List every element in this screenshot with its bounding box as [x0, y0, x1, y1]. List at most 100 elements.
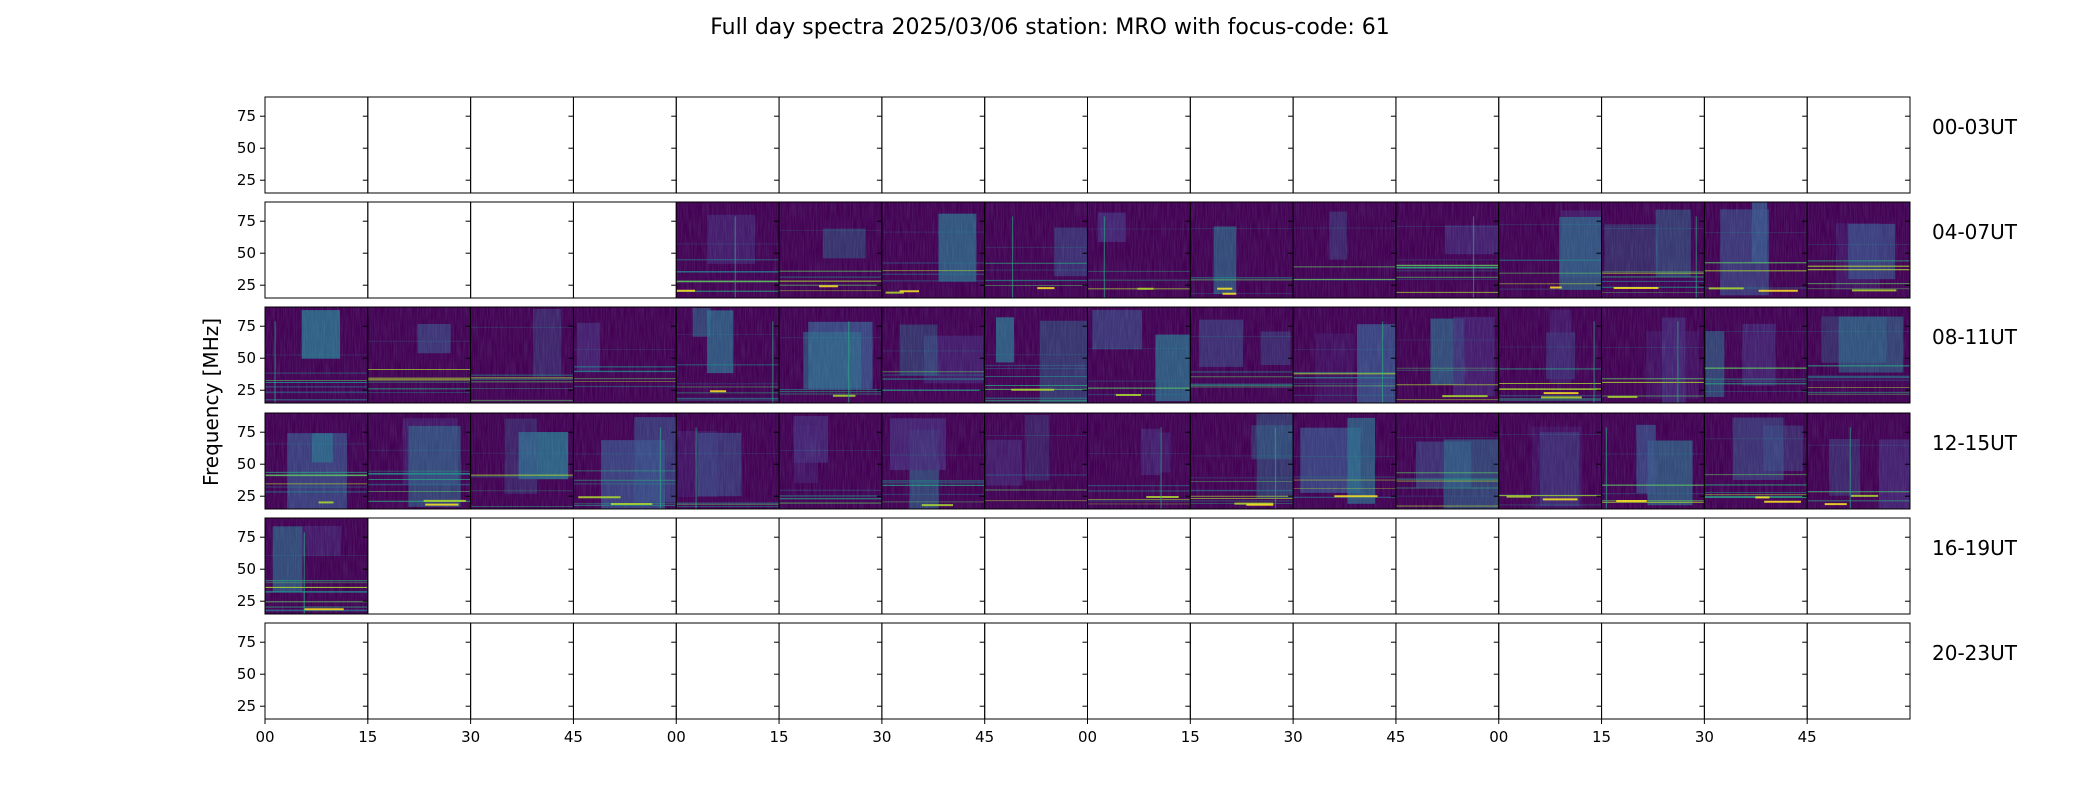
spectrum-panel: [1703, 201, 1808, 299]
spectrum-panel: [470, 96, 574, 194]
y-tick-label: 50: [237, 244, 256, 262]
spectrum-panel: [1703, 412, 1808, 510]
spectrum-panel: [1703, 517, 1808, 615]
spectrum-panel: [1189, 306, 1294, 404]
x-tick-label: 00: [667, 728, 686, 746]
spectrum-row-00-03UT: 25 50 75 00-03UT: [237, 96, 2018, 194]
spectrum-panel: [1498, 412, 1603, 510]
x-tick-label: 15: [1181, 728, 1200, 746]
spectrum-panel: [1292, 517, 1397, 615]
x-tick-label: 45: [1386, 728, 1405, 746]
spectrum-panel: [1395, 517, 1500, 615]
spectrum-panel: [1395, 412, 1500, 510]
y-axis-label: Frequency [MHz]: [199, 318, 223, 486]
spectrum-panel: [1087, 201, 1191, 299]
spectrum-panel: [778, 412, 883, 510]
spectrum-row-08-11UT: 25 50 75 08-11UT: [237, 306, 2018, 404]
spectrum-panel: [984, 412, 1088, 510]
spectrum-panel: [1601, 622, 1705, 720]
spectrum-panel: [264, 201, 369, 299]
spectrum-panel: [1292, 412, 1397, 510]
row-label: 12-15UT: [1932, 431, 2018, 455]
x-tick-label: 45: [1798, 728, 1817, 746]
spectrum-row-16-19UT: 25 50 75 16-19UT: [237, 517, 2018, 615]
spectrum-panel: [1601, 412, 1705, 510]
spectrum-panel: [572, 96, 677, 194]
spectrum-panel: [367, 622, 472, 720]
spectrum-panel: [264, 306, 369, 404]
spectrum-panel: [1703, 622, 1808, 720]
spectrum-panel: [675, 306, 780, 404]
spectrum-panel: [881, 201, 986, 299]
spectrum-panel: [1498, 622, 1603, 720]
spectrum-panel: [881, 517, 986, 615]
spectrum-panel: [1087, 96, 1191, 194]
x-tick-label: 45: [564, 728, 583, 746]
spectrum-panel: [778, 622, 883, 720]
spectrum-panel: [1806, 517, 1911, 615]
x-tick-label: 30: [872, 728, 891, 746]
spectrum-panel: [1703, 306, 1808, 404]
y-tick-label: 75: [237, 107, 256, 125]
spectrum-panel: [881, 622, 986, 720]
spectrum-panel: [572, 201, 677, 299]
row-label: 16-19UT: [1932, 536, 2018, 560]
spectrum-panel: [881, 306, 986, 404]
spectrum-panel: [984, 201, 1088, 299]
y-tick-label: 50: [237, 560, 256, 578]
spectrum-panel: [470, 306, 574, 404]
spectrum-panel: [675, 517, 780, 615]
row-label: 04-07UT: [1932, 220, 2018, 244]
spectrum-panel: [984, 96, 1088, 194]
spectrum-panel: [675, 96, 780, 194]
spectrum-panel: [1087, 517, 1191, 615]
spectrum-panel: [1703, 96, 1808, 194]
spectrum-panel: [470, 622, 574, 720]
spectrum-panel: [1087, 622, 1191, 720]
spectrum-panel: [881, 412, 986, 510]
spectrum-panel: [1498, 517, 1603, 615]
spectrum-panel: [367, 306, 472, 404]
spectrum-panel: [1292, 622, 1397, 720]
spectrum-panel: [264, 96, 369, 194]
y-tick-label: 25: [237, 171, 256, 189]
y-tick-label: 75: [237, 633, 256, 651]
spectrum-panel: [1189, 201, 1294, 299]
x-tick-label: 15: [1592, 728, 1611, 746]
spectrum-panel: [1395, 306, 1500, 404]
x-tick-label: 15: [358, 728, 377, 746]
spectrum-panel: [470, 412, 574, 510]
spectrum-panel: [1601, 201, 1705, 299]
row-label: 00-03UT: [1932, 115, 2018, 139]
spectrum-panel: [1292, 306, 1397, 404]
spectrum-panel: [778, 201, 883, 299]
y-tick-label: 50: [237, 665, 256, 683]
x-tick-label: 30: [461, 728, 480, 746]
spectrum-panel: [264, 517, 369, 615]
y-tick-label: 75: [237, 212, 256, 230]
y-tick-label: 75: [237, 423, 256, 441]
x-tick-label: 00: [1489, 728, 1508, 746]
spectrum-panel: [1395, 201, 1500, 299]
row-label: 20-23UT: [1932, 641, 2018, 665]
spectrum-panel: [1189, 412, 1294, 510]
spectrum-panel: [470, 201, 574, 299]
spectrum-panel: [367, 412, 472, 510]
spectrum-panel: [778, 96, 883, 194]
chart-title: Full day spectra 2025/03/06 station: MRO…: [710, 15, 1390, 40]
spectrum-panel: [367, 96, 472, 194]
spectrum-panel: [264, 412, 369, 510]
spectrum-panel: [778, 517, 883, 615]
spectrum-panel: [1601, 517, 1705, 615]
y-tick-label: 25: [237, 381, 256, 399]
spectrum-panel: [572, 412, 677, 510]
spectrum-panel: [675, 201, 780, 299]
y-tick-label: 25: [237, 487, 256, 505]
spectrum-row-12-15UT: 25 50 75 12-15UT: [237, 412, 2018, 510]
spectrum-panel: [1806, 622, 1911, 720]
x-tick-label: 00: [255, 728, 274, 746]
x-tick-label: 15: [770, 728, 789, 746]
y-tick-label: 25: [237, 276, 256, 294]
